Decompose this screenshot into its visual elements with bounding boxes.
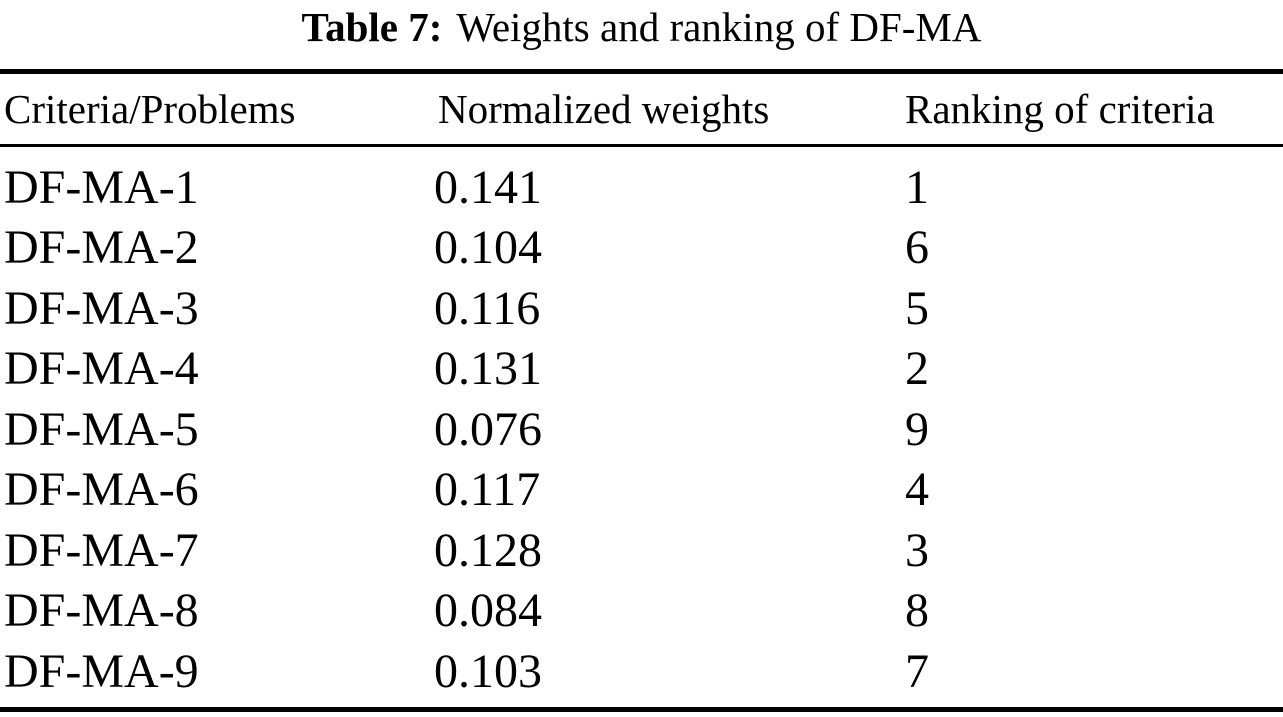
table-row: DF-MA-2 0.104 6	[0, 218, 1283, 279]
table-row: DF-MA-9 0.103 7	[0, 641, 1283, 702]
criteria-cell: DF-MA-5	[4, 402, 199, 456]
weight-cell: 0.141	[434, 160, 542, 214]
criteria-cell: DF-MA-3	[4, 281, 199, 335]
weight-cell: 0.128	[434, 523, 542, 577]
rank-cell: 3	[905, 523, 929, 577]
header-criteria: Criteria/Problems	[4, 86, 296, 132]
table-row: DF-MA-8 0.084 8	[0, 581, 1283, 642]
header-ranking: Ranking of criteria	[905, 86, 1215, 132]
criteria-cell: DF-MA-9	[4, 644, 199, 698]
criteria-cell: DF-MA-4	[4, 342, 199, 396]
table-caption: Table 7: Weights and ranking of DF-MA	[0, 4, 1283, 50]
table-header-row: Criteria/Problems Normalized weights Ran…	[0, 74, 1283, 144]
weight-cell: 0.103	[434, 644, 542, 698]
table-body: DF-MA-1 0.141 1 DF-MA-2 0.104 6 DF-MA-3 …	[0, 147, 1283, 702]
weight-cell: 0.116	[434, 281, 541, 335]
weight-cell: 0.076	[434, 402, 542, 456]
weight-cell: 0.131	[434, 342, 542, 396]
rank-cell: 4	[905, 463, 929, 517]
header-weights: Normalized weights	[438, 86, 770, 132]
rank-cell: 7	[905, 644, 929, 698]
table-bottom-rule	[0, 707, 1283, 712]
rank-cell: 5	[905, 281, 929, 335]
rank-cell: 6	[905, 221, 929, 275]
rank-cell: 2	[905, 342, 929, 396]
table-row: DF-MA-7 0.128 3	[0, 520, 1283, 581]
rank-cell: 9	[905, 402, 929, 456]
rank-cell: 1	[905, 160, 929, 214]
table-row: DF-MA-3 0.116 5	[0, 278, 1283, 339]
rank-cell: 8	[905, 584, 929, 638]
criteria-cell: DF-MA-8	[4, 584, 199, 638]
table-mid-rule	[0, 144, 1283, 147]
table-row: DF-MA-6 0.117 4	[0, 460, 1283, 521]
criteria-cell: DF-MA-2	[4, 221, 199, 275]
table-row: DF-MA-5 0.076 9	[0, 399, 1283, 460]
criteria-cell: DF-MA-1	[4, 160, 199, 214]
table-row: DF-MA-4 0.131 2	[0, 339, 1283, 400]
criteria-cell: DF-MA-7	[4, 523, 199, 577]
weight-cell: 0.084	[434, 584, 542, 638]
table-row: DF-MA-1 0.141 1	[0, 157, 1283, 218]
table-caption-text: Weights and ranking of DF-MA	[456, 4, 982, 50]
table-top-rule	[0, 69, 1283, 74]
weight-cell: 0.104	[434, 221, 542, 275]
table-caption-label: Table 7:	[301, 4, 443, 50]
weight-cell: 0.117	[434, 463, 541, 517]
criteria-cell: DF-MA-6	[4, 463, 199, 517]
